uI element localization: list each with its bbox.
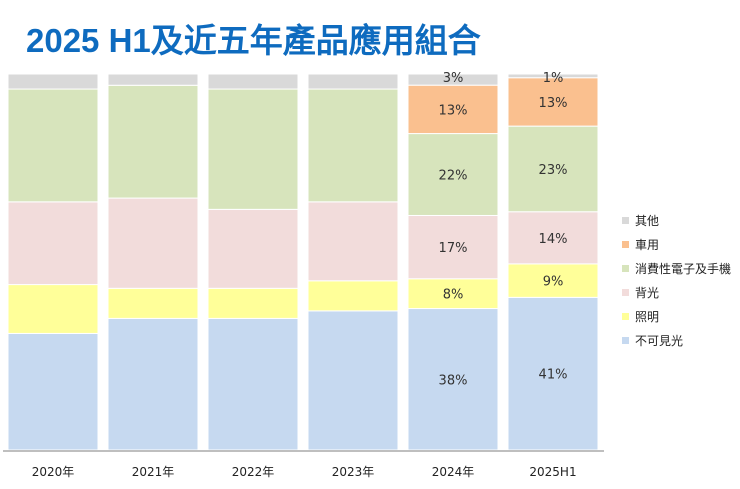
x-tick-label: 2023年 [332, 465, 375, 479]
bar-segment [307, 201, 399, 282]
legend-item: 背光 [622, 280, 731, 304]
bar-segment [107, 287, 199, 319]
bar-segment [407, 84, 499, 135]
data-label: 1% [543, 71, 564, 86]
data-label: 13% [439, 103, 468, 118]
bar-segment [107, 84, 199, 199]
bar-segment [207, 287, 299, 319]
bar-segment [207, 73, 299, 90]
bar-segment [7, 201, 99, 286]
bar-segment [407, 308, 499, 451]
x-tick-label: 2021年 [132, 465, 175, 479]
bar-segment [407, 133, 499, 216]
bar-segment [207, 317, 299, 451]
bar-segment [407, 214, 499, 280]
data-label: 3% [443, 71, 464, 86]
legend-label: 照明 [635, 309, 660, 324]
bar-segment [507, 263, 599, 298]
data-label: 41% [539, 368, 568, 383]
bar-segment [507, 73, 599, 79]
x-tick-label: 2024年 [432, 465, 475, 479]
bar-segment [7, 73, 99, 90]
data-label: 9% [543, 275, 564, 290]
legend-label: 其他 [635, 213, 660, 228]
bar-segment [407, 278, 499, 310]
bar-segment [7, 88, 99, 203]
bar-segment [307, 88, 399, 203]
x-tick-label: 2025H1 [529, 465, 576, 479]
data-label: 13% [539, 96, 568, 111]
legend-item: 車用 [622, 232, 731, 256]
data-label: 8% [443, 288, 464, 303]
data-label: 23% [539, 163, 568, 178]
bar-segment [407, 73, 499, 86]
bar-segment [307, 73, 399, 90]
bar-segment [507, 125, 599, 213]
legend-item: 照明 [622, 304, 731, 328]
legend-label: 背光 [635, 285, 660, 300]
bar-segment [307, 310, 399, 451]
data-label: 17% [439, 241, 468, 256]
data-label: 38% [439, 373, 468, 388]
bar-segment [507, 77, 599, 127]
bar-segment [307, 280, 399, 312]
x-tick-label: 2022年 [232, 465, 275, 479]
bar-segment [207, 208, 299, 289]
data-label: 22% [439, 169, 468, 184]
x-tick-label: 2020年 [32, 465, 75, 479]
data-label: 14% [539, 232, 568, 247]
legend-swatch [622, 216, 629, 224]
legend-swatch [622, 336, 629, 344]
bar-segment [107, 317, 199, 451]
legend-item: 其他 [622, 208, 731, 232]
bar-segment [507, 296, 599, 451]
legend-item: 消費性電子及手機 [622, 256, 731, 280]
legend-label: 不可見光 [635, 333, 684, 348]
bar-segment [7, 332, 99, 451]
bar-segment [207, 88, 299, 210]
bar-segment [7, 284, 99, 334]
chart-title: 2025 H1及近五年產品應用組合 [26, 22, 481, 59]
legend-swatch [622, 264, 629, 272]
legend: 其他車用消費性電子及手機 背光照明不可見光 [622, 208, 731, 352]
legend-label: 消費性電子及手機 [635, 261, 732, 276]
bar-segment [107, 73, 199, 86]
legend-label: 車用 [635, 237, 660, 252]
legend-item: 不可見光 [622, 328, 731, 352]
legend-swatch [622, 240, 629, 248]
legend-swatch [622, 288, 629, 296]
legend-swatch [622, 312, 629, 320]
bar-segment [107, 197, 199, 289]
